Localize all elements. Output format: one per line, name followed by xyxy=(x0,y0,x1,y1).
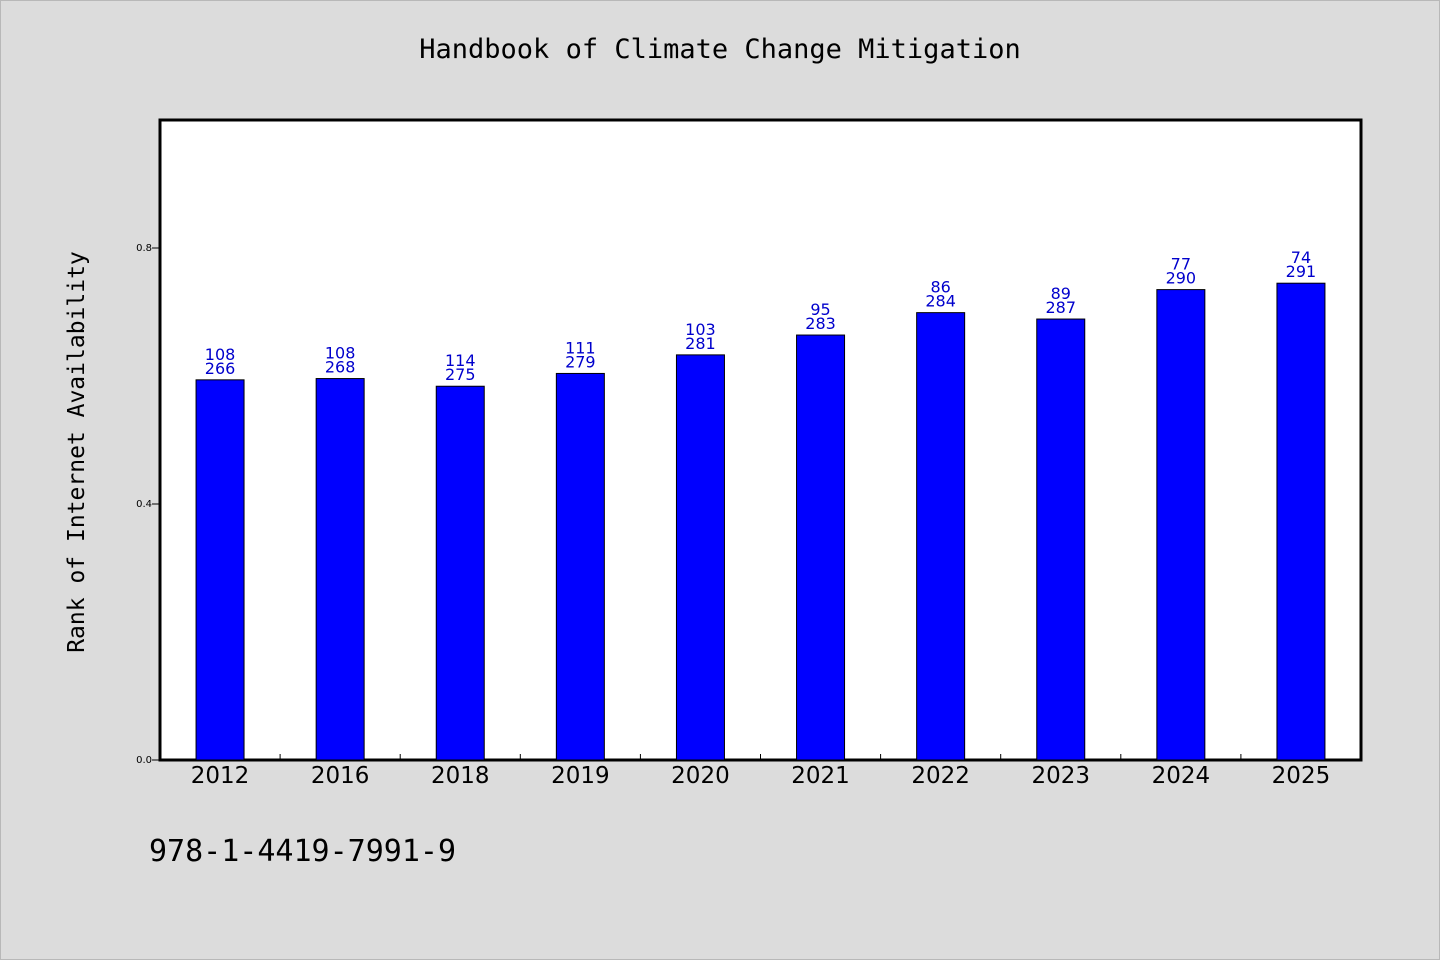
bar xyxy=(916,312,966,761)
x-tick-label: 2012 xyxy=(191,763,250,789)
bar-label-bottom: 279 xyxy=(565,352,596,371)
bar-label-bottom: 287 xyxy=(1045,298,1076,317)
bar-label-bottom: 281 xyxy=(685,334,716,353)
bar-label-bottom: 284 xyxy=(925,292,956,311)
bar-label-bottom: 266 xyxy=(205,359,236,378)
chart-title: Handbook of Climate Change Mitigation xyxy=(419,34,1021,65)
bar-label-top: 111 xyxy=(565,338,596,357)
bar-label-top: 77 xyxy=(1171,255,1191,274)
x-tick-label: 2025 xyxy=(1272,763,1331,789)
y-tick-label: 0.4 xyxy=(136,499,152,510)
x-tick-label: 2019 xyxy=(551,763,610,789)
bar xyxy=(435,385,485,761)
bar-label-top: 108 xyxy=(205,345,236,364)
bar-label-bottom: 291 xyxy=(1286,262,1317,281)
x-tick-label: 2023 xyxy=(1031,763,1090,789)
bar-label-top: 74 xyxy=(1291,248,1311,267)
x-tick-label: 2022 xyxy=(911,763,970,789)
bar-label-top: 114 xyxy=(445,351,476,370)
bar xyxy=(1156,289,1206,761)
bar xyxy=(195,379,245,761)
bar xyxy=(555,372,605,761)
x-axis: 2012 2016 2018 2019 2020 2021 2022 2023 2024 2025 xyxy=(191,754,1330,789)
bar-label-top: 108 xyxy=(325,344,356,363)
y-tick-label: 0.8 xyxy=(136,243,152,254)
bar-label-bottom: 268 xyxy=(325,358,356,377)
bar xyxy=(675,354,725,761)
y-tick-label: 0.0 xyxy=(136,755,152,766)
x-tick-label: 2016 xyxy=(311,763,370,789)
bar-label-bottom: 290 xyxy=(1166,269,1197,288)
x-tick-label: 2021 xyxy=(791,763,850,789)
y-axis: 0.0 0.4 0.8 xyxy=(136,243,160,766)
bar xyxy=(1276,282,1326,761)
bar-label-top: 95 xyxy=(810,300,830,319)
bar-label-bottom: 275 xyxy=(445,365,476,384)
bar xyxy=(315,378,365,761)
x-tick-label: 2024 xyxy=(1152,763,1211,789)
bar-label-top: 103 xyxy=(685,320,716,339)
bar xyxy=(796,334,846,761)
x-tick-label: 2018 xyxy=(431,763,490,789)
x-tick-label: 2020 xyxy=(671,763,730,789)
bar xyxy=(1036,318,1086,761)
bar-label-bottom: 283 xyxy=(805,314,836,333)
bar-label-top: 89 xyxy=(1051,284,1071,303)
isbn-footer: 978-1-4419-7991-9 xyxy=(149,834,457,869)
bar-label-top: 86 xyxy=(930,278,950,297)
